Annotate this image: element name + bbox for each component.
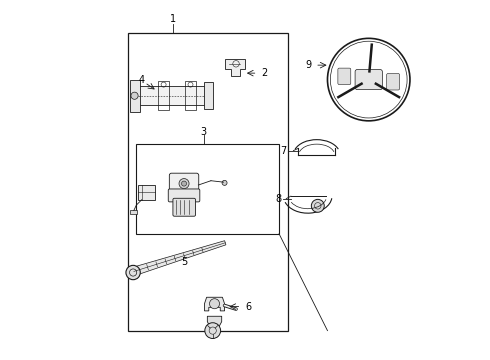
Polygon shape bbox=[207, 316, 221, 327]
FancyBboxPatch shape bbox=[130, 210, 137, 214]
Text: 7: 7 bbox=[280, 145, 287, 156]
Bar bbox=[128, 33, 288, 330]
FancyBboxPatch shape bbox=[338, 68, 351, 85]
Circle shape bbox=[311, 199, 324, 212]
Circle shape bbox=[361, 71, 377, 88]
FancyBboxPatch shape bbox=[168, 189, 200, 202]
Polygon shape bbox=[225, 59, 245, 76]
Bar bbox=[158, 81, 169, 111]
Polygon shape bbox=[132, 241, 226, 275]
Circle shape bbox=[365, 76, 373, 84]
Text: 3: 3 bbox=[201, 127, 207, 136]
Bar bbox=[138, 185, 155, 200]
Text: 1: 1 bbox=[170, 14, 176, 24]
Text: 6: 6 bbox=[245, 302, 251, 312]
Circle shape bbox=[210, 299, 220, 309]
Circle shape bbox=[205, 323, 220, 338]
FancyBboxPatch shape bbox=[173, 198, 196, 216]
Circle shape bbox=[126, 265, 140, 280]
Circle shape bbox=[181, 181, 187, 186]
Text: 8: 8 bbox=[275, 194, 281, 204]
FancyBboxPatch shape bbox=[355, 69, 382, 90]
FancyBboxPatch shape bbox=[170, 173, 199, 194]
Text: 4: 4 bbox=[139, 75, 145, 85]
Polygon shape bbox=[204, 297, 224, 311]
Text: 2: 2 bbox=[261, 68, 268, 78]
Bar bbox=[185, 81, 196, 111]
Text: 5: 5 bbox=[181, 257, 187, 267]
Text: 9: 9 bbox=[306, 60, 312, 70]
FancyBboxPatch shape bbox=[204, 82, 213, 109]
Circle shape bbox=[131, 92, 138, 99]
FancyBboxPatch shape bbox=[139, 86, 207, 105]
Circle shape bbox=[222, 180, 227, 185]
Circle shape bbox=[179, 179, 189, 189]
Bar bbox=[136, 144, 279, 234]
FancyBboxPatch shape bbox=[387, 73, 399, 90]
FancyBboxPatch shape bbox=[129, 80, 140, 112]
